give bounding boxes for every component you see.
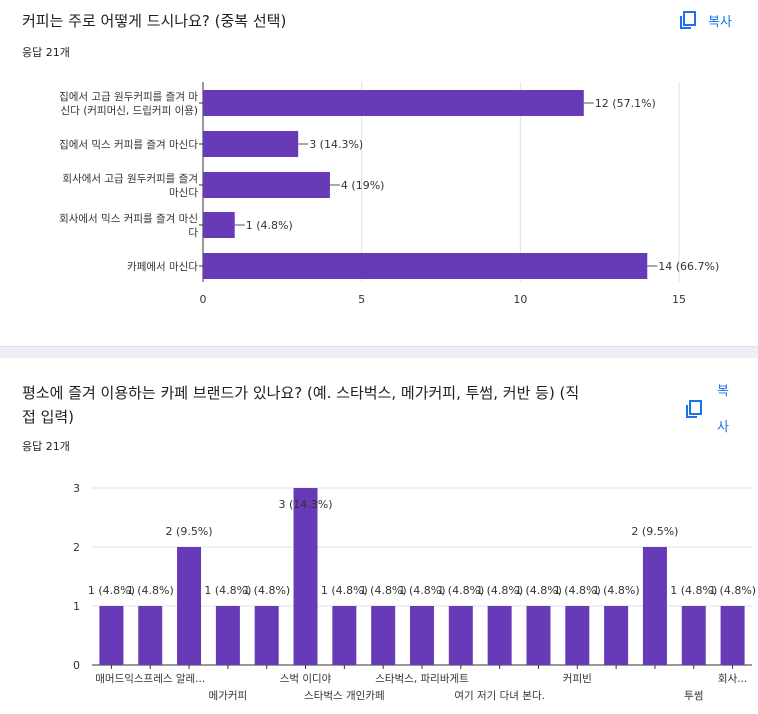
question-title: 커피는 주로 어떻게 드시나요? (중복 선택) — [22, 12, 287, 30]
bar — [138, 606, 163, 665]
data-label: 1 (4.8%) — [437, 584, 484, 597]
category-label: 집에서 믹스 커피를 즐겨 마신다 — [59, 139, 198, 151]
x-tick-label: 15 — [672, 293, 686, 306]
bar — [565, 606, 590, 665]
bar — [293, 488, 318, 665]
bar — [203, 253, 648, 279]
y-tick-label: 0 — [73, 659, 80, 672]
data-label: 1 (4.8%) — [476, 584, 523, 597]
category-label: 매머드익스프레스 알레... — [95, 673, 205, 685]
x-tick-label: 10 — [513, 293, 527, 306]
category-label: 신다 (커피머신, 드립커피 이용) — [61, 104, 198, 117]
bar — [720, 606, 745, 665]
bar — [254, 606, 279, 665]
category-label: 커피빈 — [563, 673, 592, 685]
category-label: 스타벅스 개인카페 — [304, 690, 385, 702]
category-label: 카페에서 마신다 — [127, 261, 198, 273]
data-label: 1 (4.8%) — [88, 584, 135, 597]
x-tick-label: 5 — [358, 293, 365, 306]
category-label: 스타벅스, 파리바게트 — [375, 673, 469, 685]
y-tick-label: 3 — [73, 482, 80, 495]
copy-label-part-1: 복 — [717, 384, 729, 399]
x-tick-label: 0 — [200, 293, 207, 306]
category-label: 여기 저기 다녀 본다. — [454, 690, 545, 702]
data-label: 1 (4.8%) — [360, 584, 407, 597]
category-label: 다 — [188, 227, 198, 239]
bar — [99, 606, 124, 665]
data-label: 1 (4.8%) — [246, 219, 293, 232]
category-label: 메가커피 — [209, 690, 248, 702]
bar — [203, 212, 235, 238]
bar — [203, 172, 330, 198]
bar — [177, 547, 202, 665]
copy-icon — [686, 400, 702, 418]
copy-button[interactable]: 복사 — [678, 10, 732, 30]
bar — [215, 606, 240, 665]
bar — [410, 606, 434, 665]
question-card-2: 평소에 즐겨 이용하는 카페 브랜드가 있나요? (예. 스타벅스, 메가커피,… — [0, 358, 758, 714]
question-title-line-2: 접 입력) — [22, 408, 75, 426]
category-label: 투썸 — [684, 690, 703, 702]
data-label: 1 (4.8%) — [204, 584, 251, 597]
copy-icon — [680, 11, 696, 29]
category-label: 스벅 이디야 — [280, 672, 332, 685]
category-label: 회사에서 믹스 커피를 즐겨 마신 — [59, 213, 198, 225]
data-label: 2 (9.5%) — [631, 525, 678, 538]
y-tick-label: 1 — [73, 600, 80, 613]
data-label: 4 (19%) — [341, 179, 385, 192]
y-tick-label: 2 — [73, 541, 80, 554]
data-label: 1 (4.8%) — [398, 584, 445, 597]
data-label: 1 (4.8%) — [709, 584, 756, 597]
data-label: 1 (4.8%) — [515, 584, 562, 597]
response-count: 응답 21개 — [22, 440, 70, 453]
bar — [203, 131, 299, 157]
category-label: 회사... — [718, 673, 747, 685]
category-label: 마신다 — [169, 187, 198, 199]
copy-label: 복사 — [708, 14, 732, 30]
bar — [448, 606, 473, 665]
data-label: 1 (4.8%) — [593, 584, 640, 597]
bar — [203, 90, 584, 116]
bar — [332, 606, 357, 665]
data-label: 12 (57.1%) — [595, 97, 656, 110]
bar — [642, 547, 667, 665]
horizontal-bar-chart: 0 5 10 15 12 (57.1%) 집에서 고급 원두커피를 즐겨 마신다 (커피머… — [59, 82, 719, 306]
data-label: 1 (4.8%) — [243, 584, 290, 597]
data-label: 1 (4.8%) — [321, 584, 368, 597]
data-label: 1 (4.8%) — [670, 584, 717, 597]
category-label: 집에서 고급 원두커피를 즐겨 마 — [59, 91, 198, 103]
question-card-1: 커피는 주로 어떻게 드시나요? (중복 선택) 응답 21개 복사 0 5 10 1… — [0, 0, 758, 346]
data-label: 14 (66.7%) — [658, 260, 719, 273]
data-label: 3 (14.3%) — [279, 498, 333, 511]
bar — [604, 606, 629, 665]
bar — [681, 606, 706, 665]
copy-label-part-2: 사 — [717, 420, 729, 435]
copy-button[interactable]: 복 사 — [682, 378, 742, 438]
section-divider — [0, 346, 758, 359]
data-label: 1 (4.8%) — [554, 584, 601, 597]
data-label: 3 (14.3%) — [309, 138, 363, 151]
bar — [487, 606, 512, 665]
category-label: 회사에서 고급 원두커피를 즐겨 — [62, 173, 198, 185]
bar — [526, 606, 551, 665]
question-title-line-1: 평소에 즐겨 이용하는 카페 브랜드가 있나요? (예. 스타벅스, 메가커피,… — [22, 384, 580, 402]
data-label: 1 (4.8%) — [127, 584, 174, 597]
data-label: 2 (9.5%) — [166, 525, 213, 538]
response-count: 응답 21개 — [22, 46, 70, 59]
bar — [371, 606, 396, 665]
